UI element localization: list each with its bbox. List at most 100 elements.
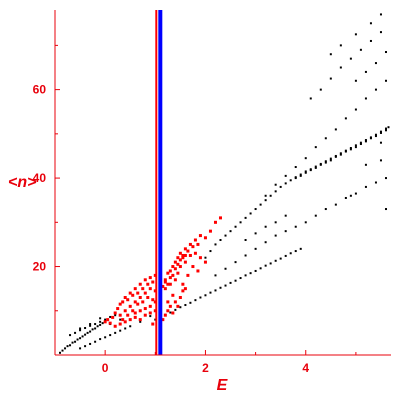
data-point	[379, 31, 382, 34]
data-point	[344, 150, 347, 153]
data-point	[109, 334, 112, 337]
data-point	[384, 177, 387, 180]
data-point	[289, 252, 292, 255]
data-point	[121, 318, 125, 322]
data-point	[64, 347, 67, 350]
data-point	[178, 251, 182, 255]
data-point	[219, 286, 222, 289]
data-point	[234, 279, 237, 282]
data-point	[324, 208, 327, 211]
data-point	[387, 126, 390, 129]
data-point	[119, 318, 122, 321]
data-point	[131, 309, 135, 313]
data-point	[374, 133, 377, 136]
data-point	[118, 313, 122, 317]
data-point	[364, 97, 367, 100]
data-point	[59, 351, 62, 354]
data-point	[181, 289, 185, 293]
x-axis-title: E	[217, 377, 229, 394]
data-point	[284, 254, 287, 257]
data-point	[369, 137, 372, 140]
data-point	[259, 267, 262, 270]
data-point	[99, 323, 102, 326]
data-point	[89, 324, 92, 327]
data-point	[79, 347, 82, 350]
data-point	[171, 273, 175, 277]
data-point	[153, 273, 157, 277]
data-point	[203, 260, 207, 264]
data-point	[188, 253, 192, 257]
data-point	[264, 264, 267, 267]
data-point	[284, 230, 287, 233]
y-tick-label: 60	[33, 83, 47, 97]
data-point	[339, 153, 342, 156]
data-point	[349, 57, 352, 60]
data-point	[359, 141, 362, 144]
data-point	[186, 249, 190, 253]
data-point	[379, 159, 382, 162]
data-point	[334, 155, 337, 158]
data-point	[153, 300, 157, 304]
data-point	[133, 287, 137, 291]
data-point	[131, 293, 135, 297]
data-point	[108, 321, 112, 325]
data-point	[339, 66, 342, 69]
data-point	[189, 301, 192, 304]
data-point	[173, 278, 177, 282]
data-point	[213, 220, 217, 224]
data-point	[254, 247, 257, 250]
data-point	[239, 221, 242, 224]
data-point	[111, 315, 115, 319]
data-point	[84, 327, 87, 330]
data-point	[204, 294, 207, 297]
data-point	[309, 169, 312, 172]
data-point	[344, 196, 347, 199]
data-point	[304, 171, 307, 174]
data-point	[173, 267, 177, 271]
data-point	[274, 234, 277, 237]
data-point	[153, 289, 157, 293]
data-point	[274, 183, 277, 186]
data-point	[81, 335, 84, 338]
data-point	[354, 144, 357, 147]
data-point	[91, 328, 94, 331]
data-point	[349, 148, 352, 151]
data-point	[133, 315, 137, 319]
data-point	[103, 320, 107, 324]
data-point	[193, 238, 197, 242]
data-point	[329, 157, 332, 160]
data-point	[344, 117, 347, 120]
data-point	[89, 330, 92, 333]
data-point	[163, 280, 167, 284]
data-point	[141, 300, 145, 304]
data-point	[354, 108, 357, 111]
data-point	[269, 194, 272, 197]
data-point	[359, 143, 362, 146]
data-point	[104, 318, 107, 321]
data-point	[168, 282, 172, 286]
data-point	[324, 160, 327, 163]
data-point	[176, 271, 180, 275]
data-point	[99, 338, 102, 341]
data-point	[66, 345, 69, 348]
data-point	[128, 291, 132, 295]
data-point	[234, 261, 237, 264]
data-point	[166, 300, 170, 304]
data-point	[133, 311, 137, 315]
data-point	[274, 190, 277, 193]
data-point	[149, 315, 152, 318]
data-point	[209, 250, 212, 253]
data-point	[171, 293, 175, 297]
data-point	[138, 318, 142, 322]
data-point	[114, 331, 117, 334]
data-point	[181, 282, 185, 286]
y-axis-title: <n>	[8, 174, 36, 191]
data-point	[284, 214, 287, 217]
data-point	[163, 313, 167, 317]
data-point	[199, 296, 202, 299]
data-point	[76, 338, 79, 341]
data-point	[143, 313, 147, 317]
data-point	[354, 192, 357, 195]
data-point	[148, 287, 152, 291]
